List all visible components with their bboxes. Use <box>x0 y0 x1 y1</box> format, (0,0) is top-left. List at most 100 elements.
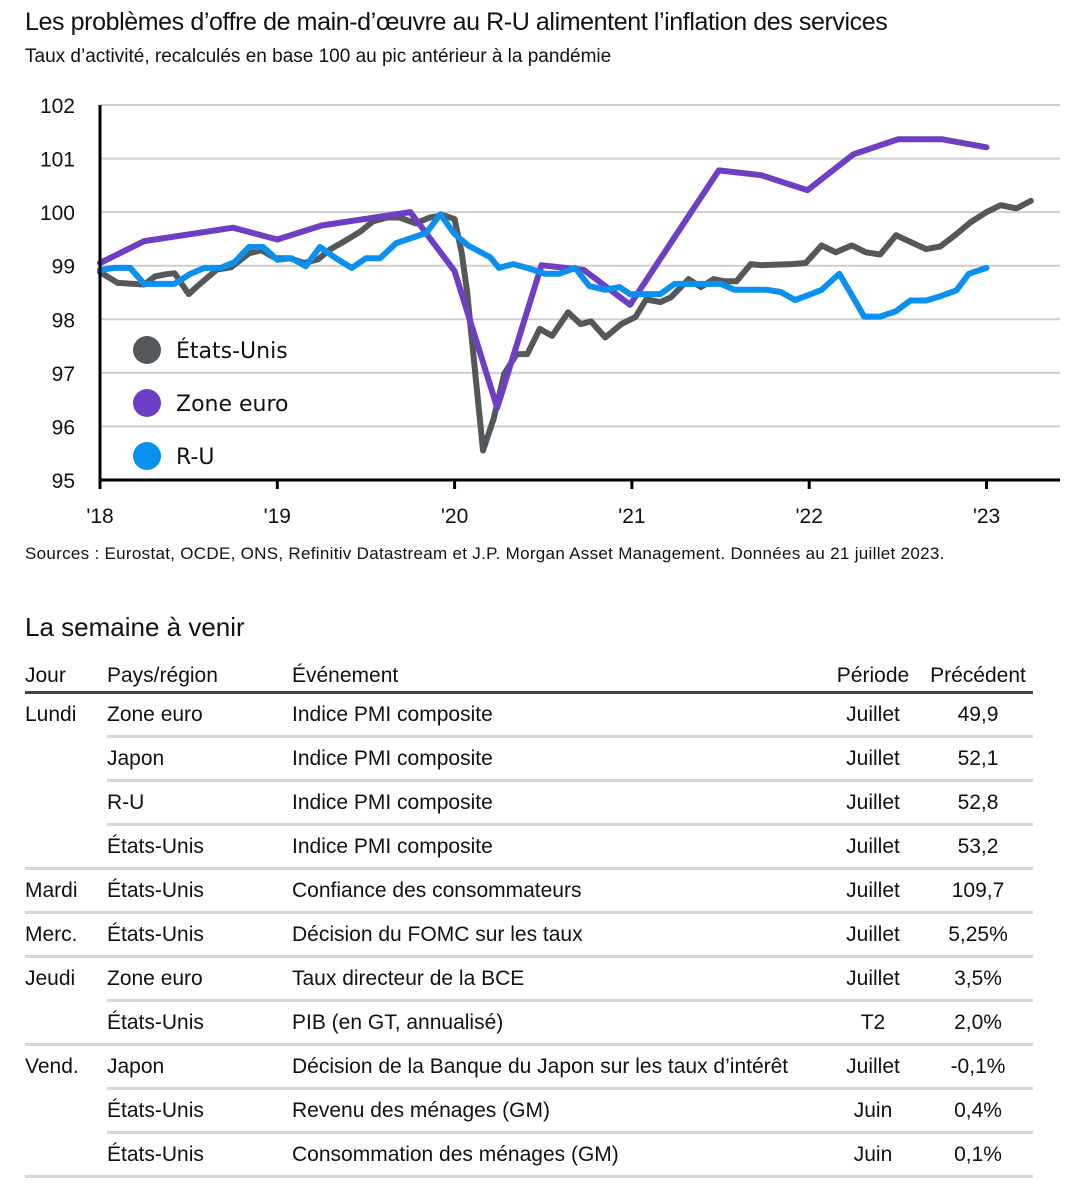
cell-event: Confiance des consommateurs <box>292 868 823 914</box>
chart-subtitle: Taux d’activité, recalculés en base 100 … <box>25 46 612 67</box>
cell-country: États-Unis <box>107 1088 292 1134</box>
chart-title: Les problèmes d’offre de main-d’œuvre au… <box>25 8 888 36</box>
legend-marker-icon <box>133 336 161 364</box>
series-line-zone-euro <box>97 136 990 411</box>
header-period: Période <box>823 660 923 694</box>
cell-period: Juillet <box>823 692 923 738</box>
cell-day <box>25 737 107 781</box>
y-tick-label: 99 <box>52 256 75 279</box>
legend-label: R-U <box>176 445 214 470</box>
cell-previous: 3,5% <box>923 956 1033 1002</box>
legend: États-Unis Zone euro R-U <box>125 330 315 476</box>
cell-period: Juillet <box>823 824 923 870</box>
cell-period: T2 <box>823 1000 923 1046</box>
cell-previous: 52,8 <box>923 780 1033 826</box>
x-axis-ticks: '18 '19 '20 '21 '22 '23 <box>86 480 1000 528</box>
series-line-r-u <box>97 211 990 320</box>
header-country: Pays/région <box>107 660 292 694</box>
y-tick-label: 97 <box>52 363 75 386</box>
cell-previous: 5,25% <box>923 912 1033 958</box>
x-tick-label: '23 <box>973 505 1000 528</box>
cell-country: États-Unis <box>107 1000 292 1046</box>
axes <box>98 105 1060 482</box>
calendar-row: Merc. États-Unis Décision du FOMC sur les … <box>25 912 1033 958</box>
calendar-title: La semaine à venir <box>25 612 245 642</box>
x-tick-label: '20 <box>441 505 468 528</box>
cell-country: États-Unis <box>107 912 292 958</box>
cell-previous: 109,7 <box>923 868 1033 914</box>
calendar-row: États-Unis Consommation des ménages (GM) J… <box>25 1132 1033 1178</box>
cell-period: Juillet <box>823 868 923 914</box>
calendar-row: États-Unis Revenu des ménages (GM) Juin 0,4… <box>25 1088 1033 1134</box>
cell-previous: 2,0% <box>923 1000 1033 1046</box>
cell-previous: 0,1% <box>923 1132 1033 1178</box>
x-tick-label: '18 <box>86 505 113 528</box>
cell-country: Zone euro <box>107 956 292 1002</box>
y-tick-label: 101 <box>40 149 75 172</box>
cell-previous: 0,4% <box>923 1088 1033 1134</box>
cell-day: Lundi <box>25 703 77 726</box>
cell-previous: 52,1 <box>923 736 1033 782</box>
cell-period: Juillet <box>823 912 923 958</box>
cell-event: Indice PMI composite <box>292 824 823 870</box>
cell-country: Japon <box>107 736 292 782</box>
calendar-row: Jeudi Zone euro Taux directeur de la BCE Ju… <box>25 956 1033 1002</box>
cell-day: Jeudi <box>25 967 76 990</box>
cell-day <box>25 781 107 825</box>
header-previous: Précédent <box>923 660 1033 694</box>
cell-event: Décision du FOMC sur les taux <box>292 912 823 958</box>
cell-day: Merc. <box>25 912 107 958</box>
cell-day <box>25 1089 107 1133</box>
cell-country: États-Unis <box>107 824 292 870</box>
cell-event: PIB (en GT, annualisé) <box>292 1000 823 1046</box>
x-tick-label: '19 <box>264 505 291 528</box>
legend-item: Zone euro <box>125 383 315 423</box>
cell-country: Japon <box>107 1044 292 1090</box>
cell-country: États-Unis <box>107 1132 292 1178</box>
legend-item: R-U <box>125 436 315 476</box>
cell-previous: -0,1% <box>923 1044 1033 1090</box>
y-tick-label: 96 <box>52 416 75 439</box>
cell-country: R-U <box>107 780 292 826</box>
header-day: Jour <box>25 660 107 694</box>
calendar-row: Japon Indice PMI composite Juillet 52,1 <box>25 736 1033 782</box>
cell-period: Juillet <box>823 1044 923 1090</box>
calendar-row: Lundi Zone euro Indice PMI composite Juille… <box>25 692 1033 738</box>
cell-country: États-Unis <box>107 868 292 914</box>
legend-label: États-Unis <box>176 338 288 364</box>
cell-event: Consommation des ménages (GM) <box>292 1132 823 1178</box>
cell-period: Juillet <box>823 780 923 826</box>
cell-event: Revenu des ménages (GM) <box>292 1088 823 1134</box>
series-lines <box>97 136 1034 454</box>
cell-day: Vend. <box>25 1055 79 1078</box>
cell-day <box>25 1000 107 1046</box>
cell-day <box>25 1132 107 1178</box>
legend-item: États-Unis <box>125 330 315 370</box>
gridlines <box>100 104 1060 428</box>
calendar-row: R-U Indice PMI composite Juillet 52,8 <box>25 780 1033 826</box>
y-tick-label: 102 <box>40 95 75 118</box>
cell-day <box>25 824 107 870</box>
line-chart: 95 96 97 98 99 100 101 102 '18 '19 '20 '21 '22 '23 É… <box>40 95 1060 528</box>
y-tick-label: 98 <box>52 309 75 332</box>
legend-label: Zone euro <box>176 392 289 417</box>
x-tick-label: '22 <box>796 505 823 528</box>
y-tick-label: 100 <box>40 202 75 225</box>
cell-previous: 53,2 <box>923 824 1033 870</box>
y-tick-label: 95 <box>52 470 75 493</box>
cell-period: Juillet <box>823 956 923 1002</box>
calendar-row: Mardi États-Unis Confiance des consommateu… <box>25 868 1033 914</box>
x-tick-label: '21 <box>618 505 645 528</box>
calendar-row: États-Unis Indice PMI composite Juillet 53,… <box>25 824 1033 870</box>
cell-event: Taux directeur de la BCE <box>292 956 823 1002</box>
cell-event: Indice PMI composite <box>292 692 823 738</box>
calendar-header-row: Jour Pays/région Événement Période Précé… <box>25 660 1033 694</box>
cell-period: Juin <box>823 1132 923 1178</box>
sources-note: Sources : Eurostat, OCDE, ONS, Refinitiv… <box>25 544 945 563</box>
cell-day: Mardi <box>25 868 107 914</box>
cell-event: Indice PMI composite <box>292 780 823 826</box>
calendar-row: Vend. Japon Décision de la Banque du Japon… <box>25 1044 1033 1090</box>
cell-country: Zone euro <box>107 692 292 738</box>
calendar-row: États-Unis PIB (en GT, annualisé) T2 2,0% <box>25 1000 1033 1046</box>
legend-marker-icon <box>133 389 161 417</box>
